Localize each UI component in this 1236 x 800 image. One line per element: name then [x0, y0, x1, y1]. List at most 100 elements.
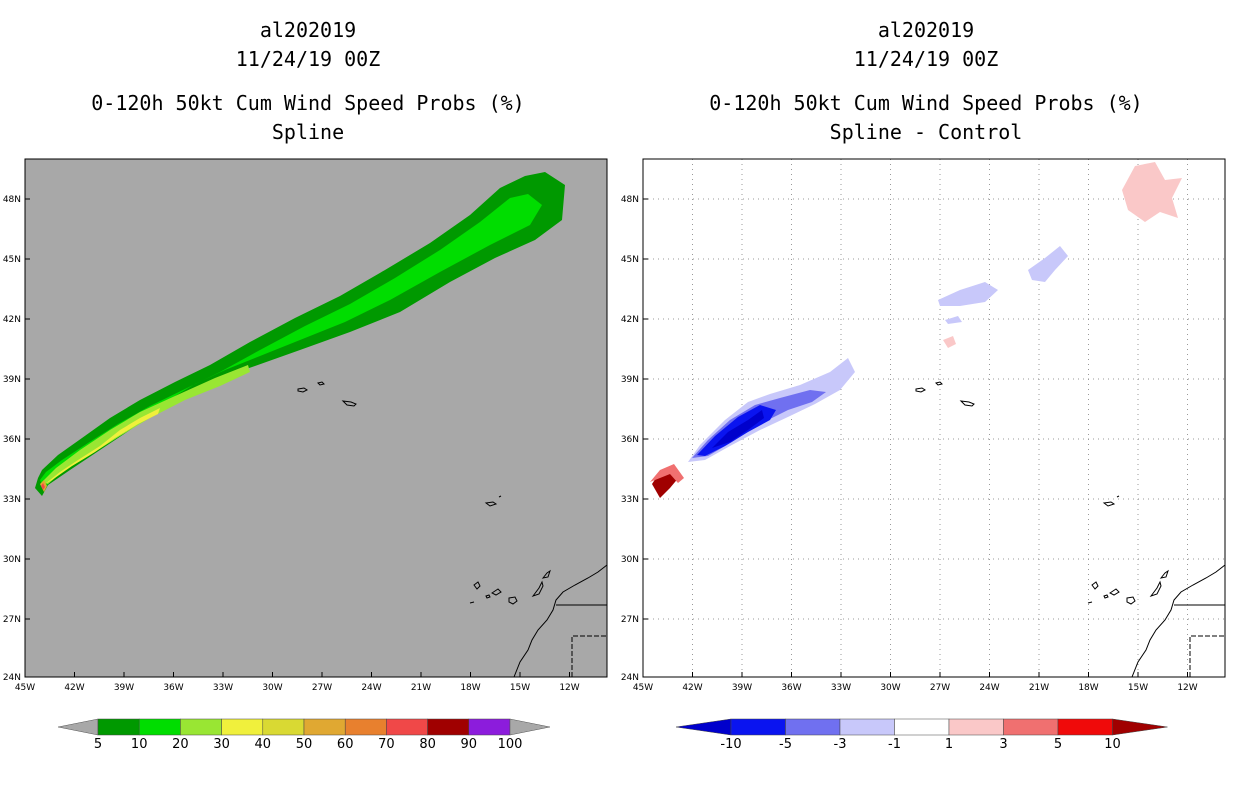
lon-label: 15W: [510, 683, 530, 693]
lat-label: 33N: [3, 495, 21, 505]
colorbar-swatch: [468, 718, 511, 736]
colorbar-label: 60: [337, 737, 354, 752]
colorbar-label: 30: [213, 737, 230, 752]
colorbar-label: 10: [131, 737, 148, 752]
right-frame: [642, 158, 1226, 678]
colorbar-high-arrow: [1112, 718, 1168, 736]
colorbar-swatch: [894, 718, 950, 736]
lat-label: 36N: [3, 435, 21, 445]
colorbar-label: 5: [94, 737, 102, 752]
lat-label: 48N: [3, 195, 21, 205]
left-date: 11/24/19 00Z: [235, 47, 381, 71]
diff-neg-max: [712, 410, 764, 448]
right-date: 11/24/19 00Z: [853, 47, 999, 71]
right-gridlines: [643, 159, 1225, 677]
swath-10pct: [40, 194, 542, 490]
lon-label: 12W: [559, 683, 579, 693]
lon-label: 15W: [1128, 683, 1148, 693]
colorbar-swatch: [262, 718, 305, 736]
colorbar-label: -5: [779, 737, 792, 752]
left-colorbar: 5 10 20 30 40 50 60 70 80 90 100: [57, 718, 551, 752]
right-colorbar: -10 -5 -3 -1 1 3 5 10: [675, 718, 1168, 752]
colorbar-label: 5: [1054, 737, 1062, 752]
lat-label: 27N: [621, 615, 639, 625]
colorbar-low-arrow: [675, 718, 732, 736]
lon-label: 27W: [312, 683, 332, 693]
lon-label: 21W: [1029, 683, 1049, 693]
colorbar-label: -1: [888, 737, 901, 752]
lat-label: 33N: [621, 495, 639, 505]
swath-30pct: [45, 408, 160, 484]
lat-label: 45N: [621, 255, 639, 265]
lat-label: 30N: [3, 555, 21, 565]
colorbar-swatch: [427, 718, 470, 736]
colorbar-label: -3: [834, 737, 847, 752]
colorbar-high-arrow: [509, 718, 551, 736]
lon-label: 45W: [15, 683, 35, 693]
lat-label: 45N: [3, 255, 21, 265]
left-product: 0-120h 50kt Cum Wind Speed Probs (%): [91, 91, 525, 115]
right-title-block: al202019 11/24/19 00Z 0-120h 50kt Cum Wi…: [626, 16, 1226, 147]
lat-label: 48N: [621, 195, 639, 205]
colorbar-swatch: [386, 718, 428, 736]
colorbar-low-arrow: [57, 718, 99, 736]
colorbar-label: 80: [419, 737, 436, 752]
lon-label: 36W: [781, 683, 801, 693]
lon-label: 33W: [213, 683, 233, 693]
colorbar-swatch: [221, 718, 264, 736]
swath-20pct: [42, 365, 250, 484]
lon-label: 24W: [979, 683, 999, 693]
lon-label: 42W: [64, 683, 84, 693]
lon-label: 24W: [361, 683, 381, 693]
lon-label: 39W: [732, 683, 752, 693]
lon-label: 30W: [880, 683, 900, 693]
left-scheme: Spline: [271, 120, 345, 144]
lon-label: 18W: [460, 683, 480, 693]
diff-neg-light-2: [938, 282, 998, 306]
lon-label: 30W: [262, 683, 282, 693]
diff-neg-light-3: [1028, 246, 1068, 282]
lat-label: 42N: [621, 315, 639, 325]
colorbar-swatch: [97, 718, 140, 736]
lat-label: 39N: [3, 375, 21, 385]
colorbar-label: 50: [296, 737, 313, 752]
colorbar-label: 70: [378, 737, 395, 752]
lat-label: 36N: [621, 435, 639, 445]
lon-label: 42W: [682, 683, 702, 693]
colorbar-label: -10: [720, 737, 741, 752]
diff-pos-mid: [650, 464, 684, 483]
colorbar-label: 100: [498, 737, 523, 752]
colorbar-label: 1: [945, 737, 953, 752]
colorbar-swatch: [1003, 718, 1059, 736]
colorbar-swatch: [948, 718, 1004, 736]
left-storm-id: al202019: [259, 18, 357, 42]
lon-label: 45W: [633, 683, 653, 693]
lat-label: 30N: [621, 555, 639, 565]
colorbar-label: 10: [1104, 737, 1121, 752]
colorbar-swatch: [730, 718, 786, 736]
colorbar-swatch: [839, 718, 895, 736]
lat-label: 42N: [3, 315, 21, 325]
lon-label: 36W: [163, 683, 183, 693]
lon-label: 33W: [831, 683, 851, 693]
colorbar-swatch: [303, 718, 346, 736]
right-storm-id: al202019: [877, 18, 975, 42]
lat-label: 27N: [3, 615, 21, 625]
colorbar-swatch: [1057, 718, 1113, 736]
right-scheme: Spline - Control: [829, 120, 1023, 144]
diff-neg-light-4: [945, 316, 962, 324]
diff-pos-light-1: [1122, 162, 1182, 222]
colorbar-swatch: [785, 718, 841, 736]
left-frame: [24, 158, 608, 678]
lon-label: 12W: [1177, 683, 1197, 693]
lat-label: 24N: [3, 673, 21, 683]
colorbar-swatch: [138, 718, 181, 736]
colorbar-label: 3: [999, 737, 1007, 752]
lat-label: 24N: [621, 673, 639, 683]
swath-peak: [41, 483, 45, 490]
